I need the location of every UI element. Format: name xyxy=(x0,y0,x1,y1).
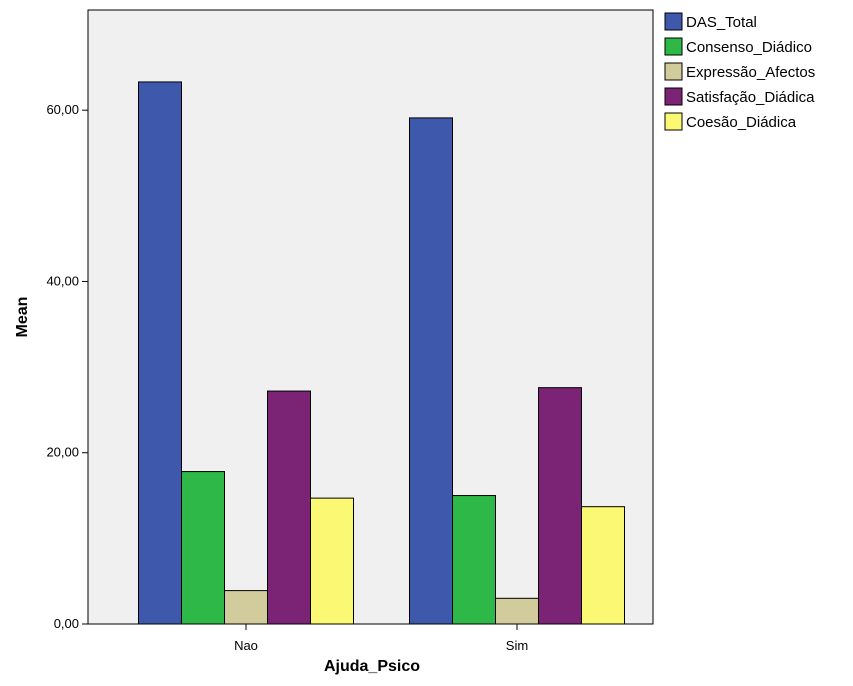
legend-label-3: Expressão_Afectos xyxy=(686,64,815,81)
y-tick-label: 0,00 xyxy=(54,616,79,631)
x-tick-label-nao: Nao xyxy=(234,638,258,653)
y-tick-label: 60,00 xyxy=(46,102,79,117)
legend-swatch-3 xyxy=(664,62,683,81)
bars xyxy=(138,81,625,625)
x-axis-title: Ajuda_Psico xyxy=(324,658,420,675)
legend-swatch-4 xyxy=(664,87,683,106)
bar-sim-3 xyxy=(495,597,539,625)
bar-nao-1 xyxy=(138,81,182,625)
bar-nao-5 xyxy=(310,497,354,625)
legend: DAS_Total Consenso_Diádico Expressão_Afect… xyxy=(664,12,815,131)
legend-swatch-2 xyxy=(664,37,683,56)
x-tick-label-sim: Sim xyxy=(506,638,528,653)
bar-nao-3 xyxy=(224,590,268,625)
bar-sim-4 xyxy=(538,387,582,625)
bar-nao-2 xyxy=(181,471,225,625)
bar-sim-2 xyxy=(452,495,496,625)
y-axis: 0,00 20,00 40,00 60,00 xyxy=(46,102,88,631)
legend-label-1: DAS_Total xyxy=(686,14,757,31)
bar-nao-4 xyxy=(267,390,311,625)
legend-swatch-5 xyxy=(664,112,683,131)
legend-label-5: Coesão_Diádica xyxy=(686,114,797,131)
y-axis-title: Mean xyxy=(14,297,31,338)
legend-swatch-1 xyxy=(664,12,683,31)
legend-label-4: Satisfação_Diádica xyxy=(686,89,815,106)
x-axis: Nao Sim xyxy=(234,624,528,653)
y-tick-label: 20,00 xyxy=(46,445,79,460)
y-tick-label: 40,00 xyxy=(46,273,79,288)
bar-sim-5 xyxy=(581,506,625,625)
bar-sim-1 xyxy=(409,117,453,625)
legend-label-2: Consenso_Diádico xyxy=(686,39,812,56)
